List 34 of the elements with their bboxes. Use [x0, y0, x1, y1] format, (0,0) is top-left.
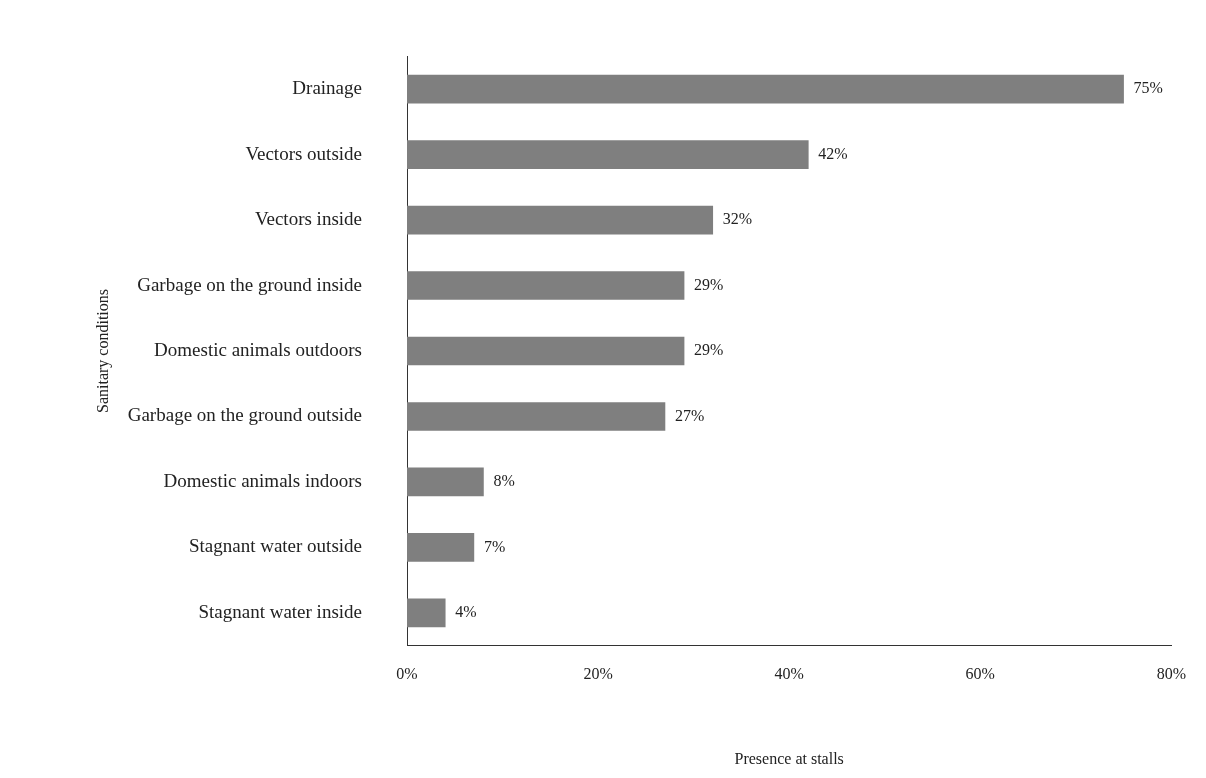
bar: [407, 598, 446, 628]
x-tick-label: 40%: [774, 665, 804, 683]
bar: [407, 140, 809, 169]
data-label: 29%: [694, 275, 724, 293]
bar: [407, 467, 484, 497]
y-tick-label: Domestic animals outdoors: [154, 338, 362, 360]
y-tick-label: Stagnant water inside: [198, 600, 362, 622]
x-tick-label: 60%: [965, 665, 995, 683]
data-label: 42%: [818, 144, 848, 162]
y-axis-title: Sanitary conditions: [93, 289, 112, 413]
x-tick-label: 0%: [396, 665, 418, 683]
y-tick-label: Vectors outside: [245, 142, 362, 164]
data-label: 4%: [455, 603, 477, 621]
x-tick-label: 20%: [583, 665, 613, 683]
bar: [407, 74, 1124, 104]
bar: [407, 205, 714, 235]
y-tick-label: Stagnant water outside: [188, 535, 362, 557]
bar: [407, 336, 685, 366]
data-label: 29%: [694, 341, 724, 359]
bar: [407, 271, 685, 300]
bar: [407, 402, 666, 431]
data-label: 75%: [1133, 79, 1163, 97]
data-label: 32%: [722, 210, 753, 228]
bar: [407, 533, 475, 562]
data-label: 7%: [483, 537, 506, 555]
y-tick-label: Drainage: [292, 77, 362, 99]
y-tick-label: Vectors inside: [254, 208, 362, 230]
x-axis-title: Presence at stalls: [734, 749, 844, 767]
y-tick-label: Garbage on the ground outside: [127, 404, 362, 426]
y-tick-label: Garbage on the ground inside: [137, 273, 362, 295]
y-tick-label: Domestic animals indoors: [163, 469, 362, 491]
data-label: 8%: [493, 472, 515, 490]
data-label: 27%: [674, 406, 705, 424]
x-tick-label: 80%: [1156, 665, 1186, 683]
